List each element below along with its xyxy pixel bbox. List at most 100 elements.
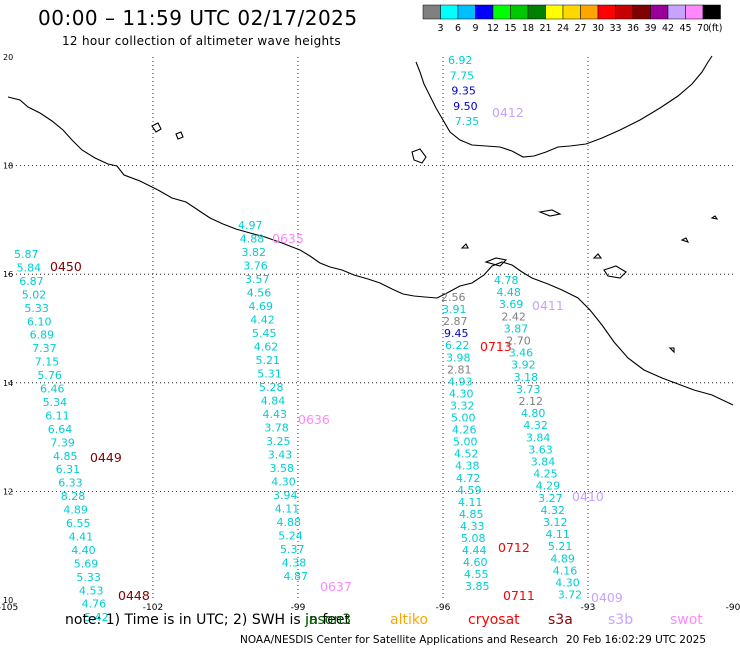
pass-time-label: 0713 xyxy=(480,339,512,354)
lat-tick-label: 18 xyxy=(3,162,13,171)
wave-height-value: 4.33 xyxy=(460,520,485,533)
wave-height-value: 4.97 xyxy=(238,219,263,232)
wave-height-value: 3.85 xyxy=(465,580,490,593)
island-9 xyxy=(668,347,675,354)
wave-height-value: 3.84 xyxy=(531,456,556,469)
wave-height-value: 6.22 xyxy=(445,339,470,352)
island-4 xyxy=(537,209,562,217)
colorbar-unit: (ft) xyxy=(708,23,722,34)
pass-time-label: 0635 xyxy=(272,231,304,246)
wave-height-value: 2.87 xyxy=(443,315,468,328)
wave-height-value: 4.11 xyxy=(275,503,300,516)
legend-swot: swot xyxy=(670,612,703,628)
colorbar-tick-label: 18 xyxy=(522,23,534,34)
wave-height-value: 4.89 xyxy=(63,504,88,517)
altimeter-track: 2.563.912.879.456.223.982.814.934.303.32… xyxy=(441,291,535,603)
wave-height-value: 7.35 xyxy=(455,115,480,128)
colorbar-tick-label: 6 xyxy=(455,23,461,34)
wave-height-value: 5.21 xyxy=(548,540,573,553)
wave-height-value: 3.69 xyxy=(499,298,524,311)
wave-height-value: 4.43 xyxy=(263,408,288,421)
wave-height-value: 4.44 xyxy=(462,544,487,557)
wave-height-value: 8.28 xyxy=(61,490,86,503)
page-subtitle: 12 hour collection of altimeter wave hei… xyxy=(62,34,341,48)
wave-height-value: 4.88 xyxy=(240,233,265,246)
wave-height-value: 9.50 xyxy=(453,100,478,113)
wave-height-value: 4.62 xyxy=(254,341,279,354)
wave-height-value: 2.70 xyxy=(506,335,531,348)
wave-height-value: 4.69 xyxy=(249,300,274,313)
wave-height-value: 5.42 xyxy=(84,611,109,624)
wave-height-value: 5.87 xyxy=(14,248,39,261)
legend-cryosat: cryosat xyxy=(468,612,520,628)
wave-height-value: 4.26 xyxy=(452,424,477,437)
wave-height-value: 7.75 xyxy=(450,69,475,82)
island-6 xyxy=(592,253,603,259)
wave-height-value: 6.46 xyxy=(40,383,65,396)
wave-height-value: 6.64 xyxy=(48,423,73,436)
wave-height-value: 3.46 xyxy=(509,347,534,360)
coastline xyxy=(7,55,734,406)
wave-height-value: 3.78 xyxy=(264,422,289,435)
wave-height-value: 5.34 xyxy=(43,396,68,409)
island-5 xyxy=(603,265,627,279)
wave-height-value: 5.76 xyxy=(37,369,62,382)
wave-height-value: 5.84 xyxy=(17,261,41,274)
lat-lon-grid xyxy=(8,57,733,600)
wave-height-value: 4.41 xyxy=(69,530,94,543)
footer-timestamp: 20 Feb 16:02:29 UTC 2025 xyxy=(566,634,706,646)
legend-s3b-label: s3b xyxy=(608,612,634,628)
wave-height-value: 4.52 xyxy=(454,448,479,461)
wave-height-value: 4.53 xyxy=(79,584,104,597)
wave-height-value: 4.40 xyxy=(71,544,96,557)
pass-time-label: 0450 xyxy=(50,259,82,274)
wave-height-value: 4.11 xyxy=(545,528,570,541)
island-3 xyxy=(411,148,427,164)
wave-height-value: 4.80 xyxy=(521,407,546,420)
colorbar-tick-label: 70 xyxy=(697,23,709,34)
pass-time-label: 0410 xyxy=(572,489,604,504)
wave-height-value: 4.84 xyxy=(261,395,286,408)
lat-tick-label: 10 xyxy=(3,596,13,605)
island-2 xyxy=(175,131,184,140)
wave-height-value: 3.73 xyxy=(516,383,541,396)
colorbar-tick-label: 3 xyxy=(437,23,443,34)
wave-height-value: 5.28 xyxy=(259,381,284,394)
wave-height-value: 6.10 xyxy=(27,315,52,328)
legend-cryosat-label: cryosat xyxy=(468,612,520,628)
wave-height-value: 9.35 xyxy=(451,85,476,98)
legend-s3b: s3b xyxy=(608,612,633,628)
wave-height-value: 6.33 xyxy=(58,477,82,490)
axis-tick-labels: -105 -102 -99 -96 -93 -90 20 18 16 14 12 10 xyxy=(0,53,740,613)
wave-height-value: 6.55 xyxy=(66,517,91,530)
wave-height-value: 5.02 xyxy=(22,288,47,301)
pass-time-label: 0637 xyxy=(320,579,352,594)
legend-altiko: altiko xyxy=(390,612,428,628)
lon-tick-label: -93 xyxy=(581,603,596,613)
legend-swot-label: swot xyxy=(670,612,703,628)
wave-height-value: 4.60 xyxy=(463,556,488,569)
island-1 xyxy=(151,122,162,133)
wave-height-value: 4.42 xyxy=(250,314,275,327)
wave-height-value: 3.27 xyxy=(538,492,563,505)
wave-height-value: 3.32 xyxy=(450,399,475,412)
wave-height-value: 3.84 xyxy=(526,431,551,444)
colorbar-tick-label: 12 xyxy=(487,23,499,34)
colorbar-tick-label: 36 xyxy=(627,23,639,34)
wave-height-value: 3.57 xyxy=(245,273,270,286)
wave-height-value: 4.30 xyxy=(271,476,296,489)
pass-time-label: 0711 xyxy=(503,588,535,603)
colorbar-tick-label: 15 xyxy=(504,23,516,34)
wave-height-value: 4.55 xyxy=(464,568,489,581)
pass-time-label: 0448 xyxy=(118,588,150,603)
lon-tick-label: -99 xyxy=(291,603,306,613)
wave-height-value: 4.11 xyxy=(458,496,483,509)
wave-height-value: 5.69 xyxy=(74,557,99,570)
wave-height-value: 3.63 xyxy=(528,443,553,456)
colorbar-tick-label: 24 xyxy=(557,23,569,34)
wave-height-value: 6.87 xyxy=(19,275,44,288)
wave-height-value: 4.76 xyxy=(82,598,107,611)
wave-height-value: 5.00 xyxy=(451,412,476,425)
gulf-coastline xyxy=(415,55,713,158)
